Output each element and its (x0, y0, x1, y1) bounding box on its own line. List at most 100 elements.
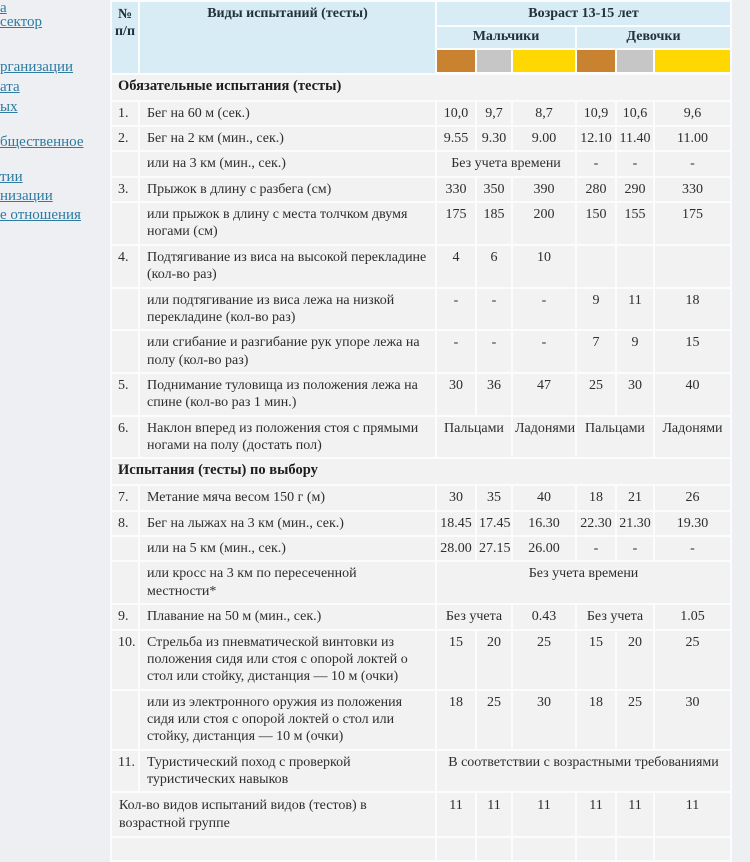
value-cell: 25 (655, 630, 731, 689)
row-number (112, 152, 138, 176)
row-number: 2. (112, 127, 138, 151)
test-name: или прыжок в длину с места толчком двумя… (140, 203, 435, 244)
test-name: Бег на 60 м (сек.) (140, 101, 435, 126)
value-cell: 30 (655, 690, 731, 749)
value-cell (577, 245, 615, 287)
value-cell: Без учета (577, 605, 653, 629)
value-cell: 16.30 (513, 511, 575, 536)
row-number (112, 203, 138, 244)
value-cell: - (513, 288, 575, 330)
value-cell: 30 (437, 374, 475, 415)
sidebar-link[interactable]: тии (0, 169, 23, 185)
value-cell: 290 (617, 177, 653, 202)
value-cell: 9,7 (477, 101, 511, 126)
value-cell: 1.05 (655, 605, 731, 629)
value-cell: 40 (655, 374, 731, 415)
value-cell: - (577, 152, 615, 176)
table-row: 2. Бег на 2 км (мин., сек.) 9.55 9.30 9.… (112, 127, 731, 151)
header-girls: Девочки (577, 27, 731, 48)
sidebar-link[interactable]: а (0, 0, 7, 16)
value-cell: 10,6 (617, 101, 653, 126)
value-cell: Ладонями (655, 416, 731, 458)
table-row: 3. Прыжок в длину с разбега (см) 330 350… (112, 177, 731, 202)
value-cell: 26.00 (513, 537, 575, 561)
value-cell (617, 245, 653, 287)
value-cell: Пальцами (437, 416, 511, 458)
value-cell: 18 (577, 486, 615, 510)
test-name: Прыжок в длину с разбега (см) (140, 177, 435, 202)
value-cell: Без учета времени (437, 562, 731, 604)
section-title: Испытания (тесты) по выбору (112, 459, 731, 485)
sidebar-link[interactable]: ых (0, 99, 18, 115)
value-cell: - (655, 537, 731, 561)
value-cell: 7 (577, 331, 615, 372)
value-cell: 4 (437, 245, 475, 287)
footer-label: Кол-во видов испытаний видов (тестов) в … (112, 793, 435, 837)
table-row: или сгибание и разгибание рук упоре лежа… (112, 331, 731, 372)
test-name: или кросс на 3 км по пересеченной местно… (140, 562, 435, 604)
sidebar-link[interactable]: ата (0, 79, 20, 95)
value-cell: 18.45 (437, 511, 475, 536)
row-number: 4. (112, 245, 138, 287)
value-cell: 17.45 (477, 511, 511, 536)
value-cell: 18 (655, 288, 731, 330)
table-row: 5. Поднимание туловища из положения лежа… (112, 374, 731, 415)
value-cell: 15 (577, 630, 615, 689)
medal-bar-girls-gold (655, 49, 731, 73)
value-cell: 19.30 (655, 511, 731, 536)
table-row: 11. Туристический поход с проверкой тури… (112, 750, 731, 792)
value-cell: 27.15 (477, 537, 511, 561)
test-name: Бег на лыжах на 3 км (мин., сек.) (140, 511, 435, 536)
bronze-medal-icon (437, 50, 475, 73)
value-cell: 30 (617, 374, 653, 415)
test-name: Стрельба из пневматической винтовки из п… (140, 630, 435, 689)
test-name: Туристический поход с проверкой туристич… (140, 750, 435, 792)
sidebar-link[interactable]: низации (0, 188, 53, 204)
table-row: или на 3 км (мин., сек.) Без учета време… (112, 152, 731, 176)
row-number: 6. (112, 416, 138, 458)
value-cell: - (617, 537, 653, 561)
silver-medal-icon (617, 50, 653, 73)
medal-bar-boys-bronze (437, 49, 475, 73)
value-cell: 175 (655, 203, 731, 244)
test-name: Бег на 2 км (мин., сек.) (140, 127, 435, 151)
row-number (112, 331, 138, 372)
value-cell: 36 (477, 374, 511, 415)
value-cell: Пальцами (577, 416, 653, 458)
value-cell: 21 (617, 486, 653, 510)
gto-standards-table: № п/п Виды испытаний (тесты) Возраст 13-… (110, 0, 733, 862)
value-cell: В соответствии с возрастными требованиям… (437, 750, 731, 792)
header-num-col: № п/п (112, 2, 138, 73)
row-number: 7. (112, 486, 138, 510)
sidebar-link[interactable]: рганизации (0, 59, 74, 75)
value-cell: 280 (577, 177, 615, 202)
value-cell: 40 (513, 486, 575, 510)
table-row-cutoff (112, 838, 731, 861)
value-cell: 0.43 (513, 605, 575, 629)
value-cell: 175 (437, 203, 475, 244)
sidebar-link[interactable]: е отношения (0, 207, 81, 223)
value-cell: 11 (577, 793, 615, 837)
test-name: Плавание на 50 м (мин., сек.) (140, 605, 435, 629)
sidebar-link[interactable]: сектор (0, 14, 42, 30)
value-cell: 330 (655, 177, 731, 202)
value-cell: - (655, 152, 731, 176)
silver-medal-icon (477, 50, 511, 73)
row-number (112, 288, 138, 330)
section-title: Обязательные испытания (тесты) (112, 74, 731, 100)
value-cell: 10,9 (577, 101, 615, 126)
sidebar-link[interactable]: бщественное (0, 134, 84, 150)
value-cell: 8,7 (513, 101, 575, 126)
value-cell: - (437, 288, 475, 330)
table-row: или из электронного оружия из положения … (112, 690, 731, 749)
medal-bar-girls-bronze (577, 49, 615, 73)
value-cell: 9 (577, 288, 615, 330)
table-row: или кросс на 3 км по пересеченной местно… (112, 562, 731, 604)
value-cell: 20 (477, 630, 511, 689)
value-cell: 9,6 (655, 101, 731, 126)
row-number: 8. (112, 511, 138, 536)
value-cell: 25 (513, 630, 575, 689)
table-row: 4. Подтягивание из виса на высокой перек… (112, 245, 731, 287)
table-row: 1. Бег на 60 м (сек.) 10,0 9,7 8,7 10,9 … (112, 101, 731, 126)
section-row: Испытания (тесты) по выбору (112, 459, 731, 485)
